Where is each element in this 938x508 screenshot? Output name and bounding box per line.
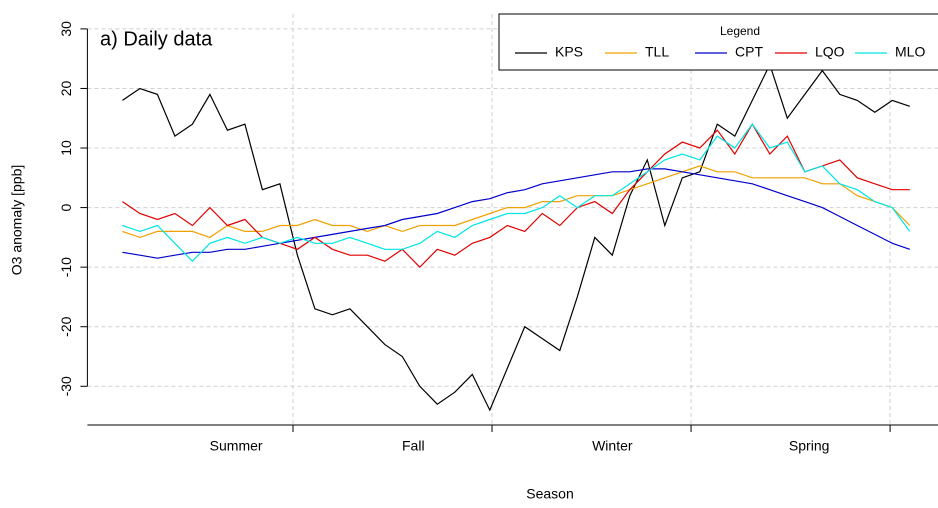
legend-label: TLL bbox=[645, 44, 669, 60]
y-tick-label: 0 bbox=[58, 203, 74, 211]
y-tick-label: -20 bbox=[58, 316, 74, 336]
series-line bbox=[122, 123, 911, 263]
series-line bbox=[122, 165, 911, 239]
chart-annotation: a) Daily data bbox=[100, 28, 213, 50]
legend-label: LQO bbox=[815, 44, 845, 60]
x-tick-label: Summer bbox=[210, 438, 263, 454]
y-tick-label: -10 bbox=[58, 257, 74, 277]
legend-label: MLO bbox=[895, 44, 925, 60]
x-tick-label: Spring bbox=[789, 438, 829, 454]
series-line bbox=[122, 168, 910, 259]
y-tick-label: 20 bbox=[58, 80, 74, 96]
legend-label: CPT bbox=[735, 44, 763, 60]
x-axis-label: Season bbox=[526, 486, 573, 502]
x-tick-label: Winter bbox=[592, 438, 633, 454]
y-tick-label: 30 bbox=[58, 21, 74, 37]
series-line bbox=[122, 123, 910, 269]
y-tick-label: -30 bbox=[58, 376, 74, 396]
legend-title: Legend bbox=[720, 24, 760, 38]
legend-box bbox=[498, 13, 938, 71]
series-line bbox=[122, 63, 910, 412]
y-axis-label: O3 anomaly [ppb] bbox=[9, 165, 25, 276]
x-tick-label: Fall bbox=[402, 438, 425, 454]
y-tick-label: 10 bbox=[58, 140, 74, 156]
legend-label: KPS bbox=[555, 44, 583, 60]
